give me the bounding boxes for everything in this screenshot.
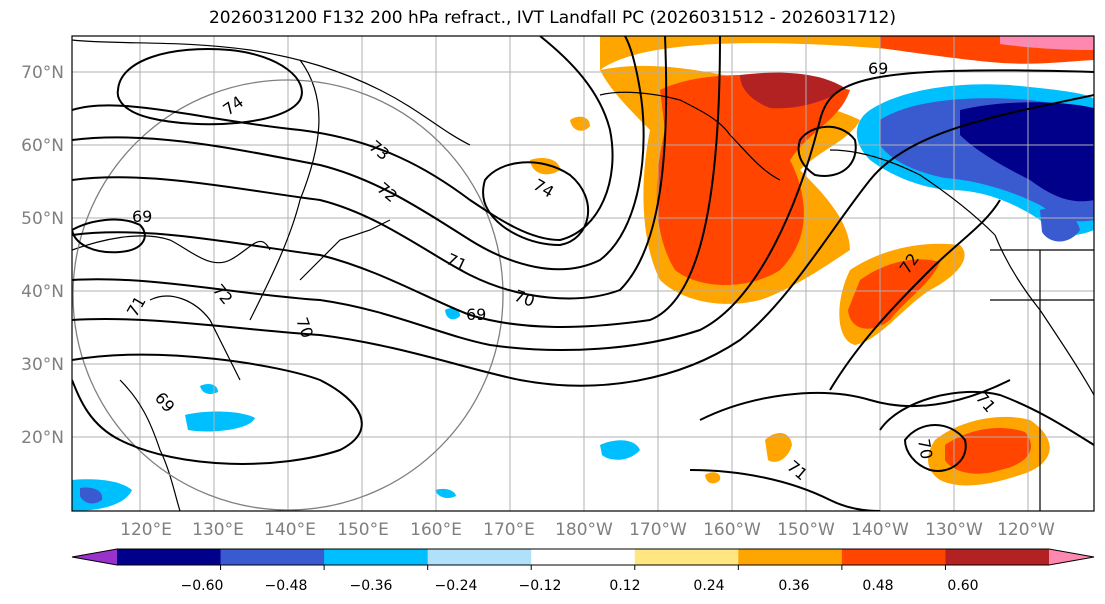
colorbar-tick-label: 0.48 <box>862 578 893 594</box>
contour-label: 70 <box>914 437 936 460</box>
colorbar-segment <box>841 549 946 565</box>
lat-label: 40°N <box>21 282 64 302</box>
colorbar-segment <box>324 549 429 565</box>
lon-label: 180°W <box>555 520 613 540</box>
colorbar-tick-label: 0.36 <box>778 578 809 594</box>
colorbar-segment <box>945 549 1050 565</box>
colorbar-tick-label: −0.48 <box>265 578 308 594</box>
lon-label: 150°E <box>337 520 389 540</box>
lat-label: 60°N <box>21 136 64 156</box>
lon-label: 170°E <box>483 520 535 540</box>
colorbar-outline <box>71 548 1095 566</box>
colorbar-ticks: −0.60 −0.48 −0.36 −0.24 −0.12 0.12 0.24 … <box>181 565 979 594</box>
graticule <box>72 36 1094 511</box>
coastlines <box>72 39 1094 511</box>
contour-label: 69 <box>466 305 486 324</box>
contour-label: 69 <box>132 207 152 226</box>
lon-label: 130°W <box>925 520 983 540</box>
colorbar-extend-min <box>72 549 117 565</box>
lon-label: 130°E <box>192 520 244 540</box>
lon-label: 120°E <box>120 520 172 540</box>
distance-ring <box>72 79 504 511</box>
refractivity-contours <box>72 36 1094 511</box>
lon-label: 160°W <box>703 520 761 540</box>
colorbar-tick-label: −0.12 <box>519 578 562 594</box>
lat-label: 30°N <box>21 355 64 375</box>
colorbar-segment <box>738 549 843 565</box>
lat-label: 50°N <box>21 209 64 229</box>
lat-label: 20°N <box>21 428 64 448</box>
lon-label: 140°E <box>264 520 316 540</box>
colorbar-segment <box>531 549 636 565</box>
lon-label: 160°E <box>410 520 462 540</box>
colorbar-segment <box>634 549 739 565</box>
lat-label: 70°N <box>21 63 64 83</box>
colorbar-tick-label: 0.24 <box>693 578 724 594</box>
negative-ivt-shading <box>72 84 1094 511</box>
colorbar <box>71 548 1095 566</box>
colorbar-tick-label: −0.36 <box>350 578 393 594</box>
colorbar-segment <box>427 549 532 565</box>
lon-label: 140°W <box>851 520 909 540</box>
map-title: 2026031200 F132 200 hPa refract., IVT La… <box>208 8 896 28</box>
colorbar-tick-label: 0.12 <box>609 578 640 594</box>
colorbar-tick-label: −0.60 <box>181 578 224 594</box>
longitude-labels: 120°E 130°E 140°E 150°E 160°E 170°E 180°… <box>120 520 1055 540</box>
lon-label: 150°W <box>777 520 835 540</box>
latitude-labels: 70°N 60°N 50°N 40°N 30°N 20°N <box>21 63 64 448</box>
map-frame <box>71 35 1095 512</box>
colorbar-tick-label: −0.24 <box>435 578 478 594</box>
lon-label: 170°W <box>629 520 687 540</box>
contour-label: 69 <box>868 59 888 78</box>
colorbar-segment <box>117 549 222 565</box>
colorbar-segment <box>220 549 325 565</box>
colorbar-extend-max <box>1049 549 1094 565</box>
lon-label: 120°W <box>997 520 1055 540</box>
colorbar-tick-label: 0.60 <box>947 578 978 594</box>
